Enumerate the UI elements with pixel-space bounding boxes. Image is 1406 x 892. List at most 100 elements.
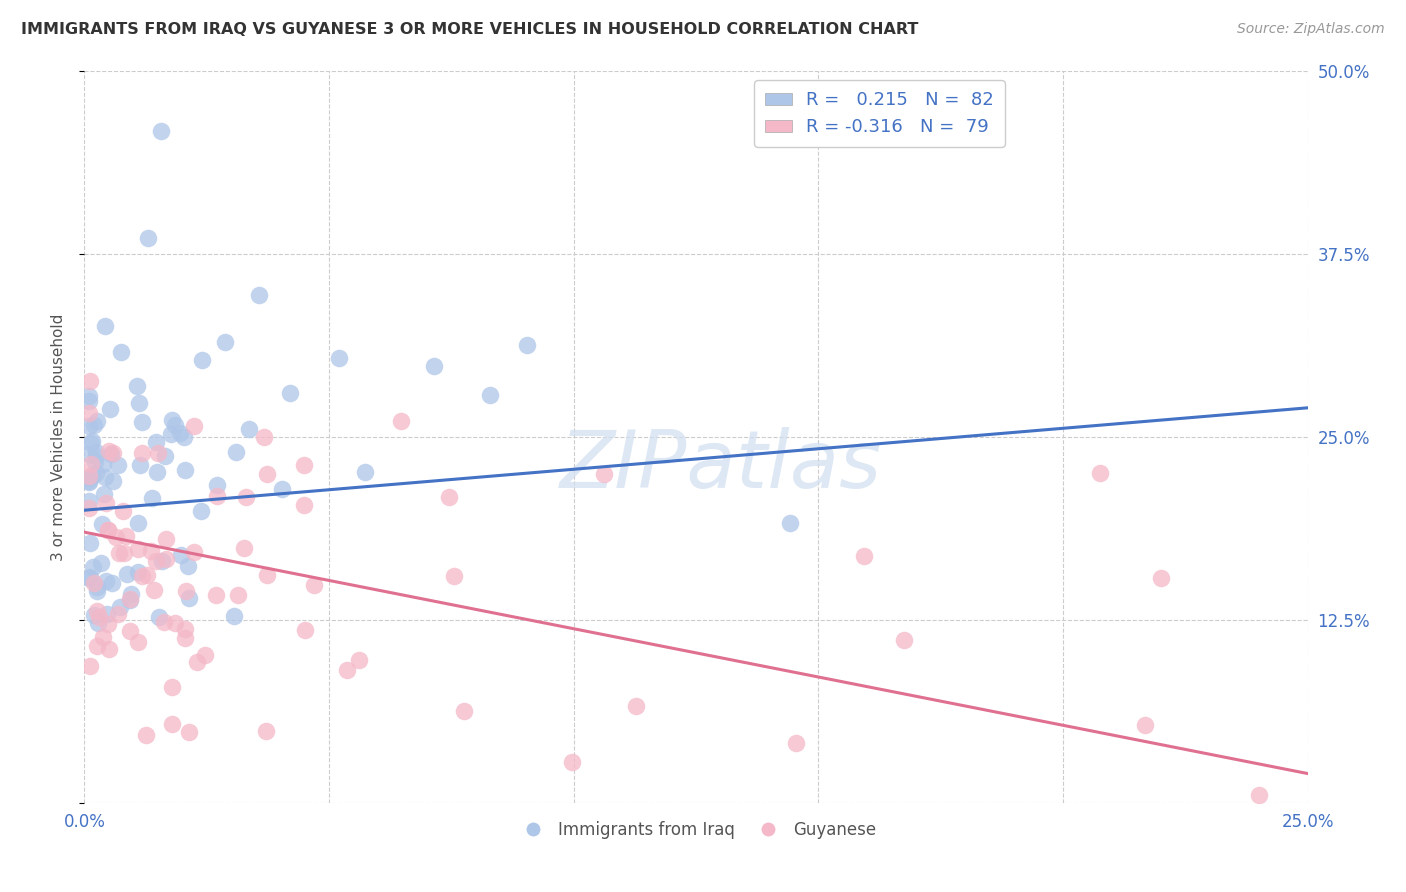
Point [97,523,120,537]
Point [87,610,110,624]
Point [120,593,142,607]
Point [1247,789,1270,803]
Point [86,583,108,598]
Point [170,548,193,562]
Point [77,394,100,409]
Text: ZIPatlas: ZIPatlas [560,427,882,506]
Point [354,465,377,479]
Point [127,542,149,557]
Point [226,588,249,602]
Point [120,592,142,607]
Point [205,489,228,503]
Point [1088,467,1111,481]
Point [173,430,195,444]
Y-axis label: 3 or more Vehicles in Household: 3 or more Vehicles in Household [51,313,66,561]
Point [128,396,150,410]
Point [439,491,461,505]
Point [117,567,139,582]
Point [131,568,153,582]
Point [100,447,122,461]
Point [177,558,200,573]
Point [136,231,159,245]
Point [294,623,316,637]
Point [453,704,475,718]
Point [292,498,315,512]
Point [1135,718,1157,732]
Point [86,604,108,618]
Point [186,655,208,669]
Text: IMMIGRANTS FROM IRAQ VS GUYANESE 3 OR MORE VEHICLES IN HOUSEHOLD CORRELATION CHA: IMMIGRANTS FROM IRAQ VS GUYANESE 3 OR MO… [21,22,918,37]
Point [155,552,177,566]
Point [893,633,915,648]
Point [183,545,205,559]
Point [179,591,201,606]
Point [135,568,157,582]
Point [302,578,325,592]
Point [82,560,104,574]
Point [478,388,501,402]
Point [80,468,103,483]
Point [108,599,131,614]
Point [145,554,167,568]
Point [1150,571,1173,585]
Point [145,434,167,449]
Point [77,571,100,585]
Point [77,475,100,489]
Point [94,496,117,510]
Point [160,680,183,694]
Point [86,449,108,463]
Point [131,446,153,460]
Point [252,430,274,444]
Point [87,615,110,630]
Point [86,414,108,428]
Point [232,541,254,555]
Point [101,576,124,591]
Point [80,436,103,450]
Point [77,501,100,516]
Point [141,491,163,505]
Point [139,544,162,558]
Point [183,418,205,433]
Point [292,458,315,472]
Point [120,587,142,601]
Point [153,615,176,629]
Point [148,610,170,624]
Point [84,445,107,459]
Point [103,475,125,489]
Point [98,444,121,458]
Point [205,588,228,602]
Point [779,516,801,530]
Point [96,607,118,622]
Point [127,634,149,648]
Point [150,554,173,568]
Point [160,413,183,427]
Point [120,624,142,638]
Point [108,546,131,560]
Point [86,639,108,653]
Point [77,469,100,483]
Point [110,345,132,359]
Point [77,389,100,403]
Point [77,406,100,420]
Point [624,698,647,713]
Point [173,463,195,477]
Legend: Immigrants from Iraq, Guyanese: Immigrants from Iraq, Guyanese [509,814,883,846]
Point [561,755,583,769]
Point [77,447,100,461]
Point [194,648,217,662]
Point [77,471,100,485]
Point [79,570,101,584]
Point [238,422,260,436]
Point [100,402,122,417]
Point [90,556,112,570]
Point [225,444,247,458]
Point [150,124,173,138]
Point [91,517,114,532]
Point [143,583,166,598]
Point [160,426,183,441]
Point [135,728,157,742]
Point [347,652,370,666]
Point [112,504,135,518]
Point [84,466,107,480]
Point [153,449,176,463]
